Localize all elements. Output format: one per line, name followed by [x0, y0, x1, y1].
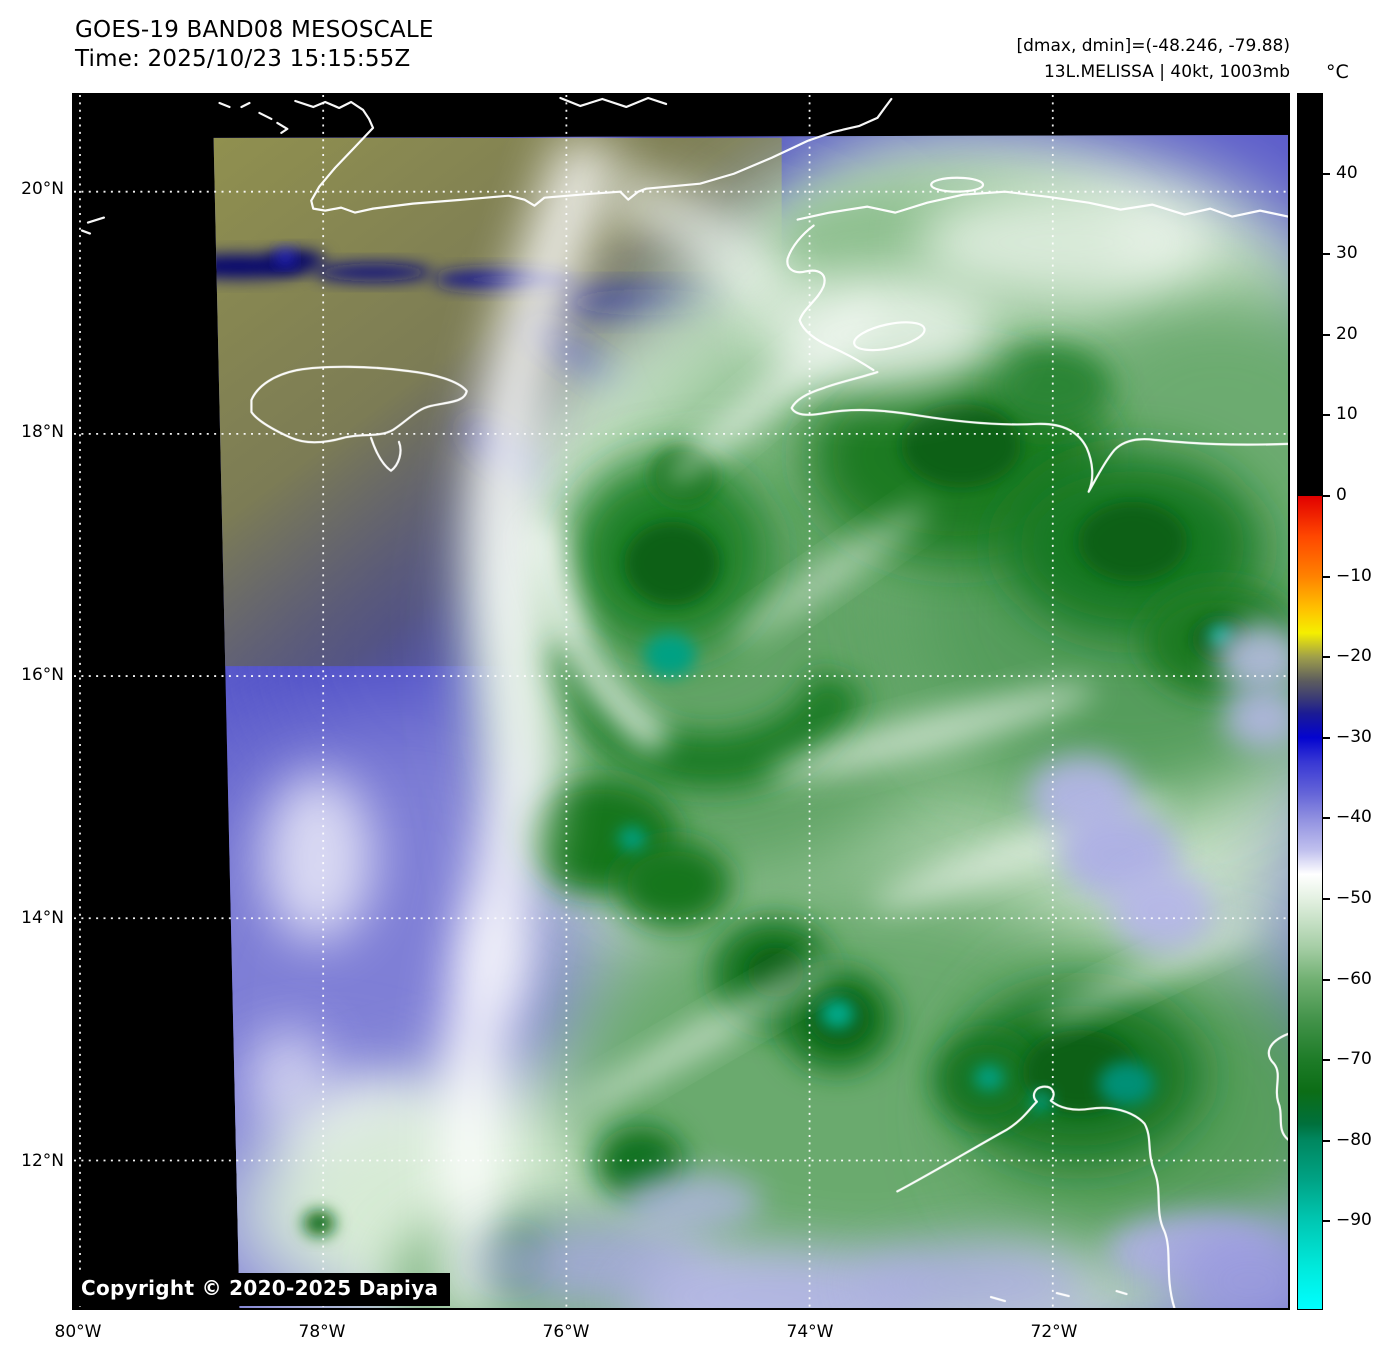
colorbar-tick-mark	[1323, 253, 1330, 256]
lat-axis-label: 12°N	[21, 1151, 64, 1171]
colorbar	[1297, 93, 1323, 1310]
lat-axis-label: 20°N	[21, 179, 64, 199]
lat-axis-label: 14°N	[21, 908, 64, 928]
colorbar-tick-label: −60	[1336, 968, 1372, 989]
title-line-1: GOES-19 BAND08 MESOSCALE	[75, 17, 434, 43]
colorbar-tick-label: −50	[1336, 887, 1372, 908]
header-info: [dmax, dmin]=(-48.246, -79.88) 13L.MELIS…	[1017, 34, 1291, 85]
colorbar-tick-label: −20	[1336, 646, 1372, 667]
lon-axis-label: 76°W	[542, 1322, 590, 1342]
lon-axis-label: 80°W	[54, 1322, 102, 1342]
coastline-layer	[80, 96, 1288, 1308]
copyright-badge: Copyright © 2020-2025 Dapiya	[74, 1273, 451, 1306]
colorbar-tick-label: −40	[1336, 807, 1372, 828]
colorbar-tick-mark	[1323, 1220, 1330, 1223]
colorbar-tick-label: 0	[1336, 484, 1347, 505]
colorbar-tick-mark	[1323, 897, 1330, 900]
page-title: GOES-19 BAND08 MESOSCALE Time: 2025/10/2…	[75, 16, 434, 75]
colorbar-tick-mark	[1323, 414, 1330, 417]
colorbar-tick-label: −70	[1336, 1049, 1372, 1070]
colorbar-tick-label: −80	[1336, 1129, 1372, 1150]
colorbar-tick-label: −10	[1336, 565, 1372, 586]
colorbar-tick-mark	[1323, 575, 1330, 578]
storm-info: 13L.MELISSA | 40kt, 1003mb	[1043, 61, 1290, 82]
lat-axis-label: 18°N	[21, 422, 64, 442]
dmax-dmin-info: [dmax, dmin]=(-48.246, -79.88)	[1016, 36, 1291, 56]
grid-layer	[74, 95, 1288, 1308]
satellite-image	[74, 95, 1288, 1308]
colorbar-tick-mark	[1323, 656, 1330, 659]
colorbar-tick-mark	[1323, 817, 1330, 820]
lon-axis-label: 78°W	[298, 1322, 346, 1342]
lon-axis-label: 74°W	[786, 1322, 834, 1342]
colorbar-tick-label: −30	[1336, 726, 1372, 747]
colorbar-tick-mark	[1323, 1059, 1330, 1062]
temperature-unit-label: °C	[1326, 61, 1349, 83]
colorbar-tick-label: 20	[1336, 323, 1358, 344]
lon-axis-label: 72°W	[1030, 1322, 1078, 1342]
lat-axis-label: 16°N	[21, 665, 64, 685]
title-line-2: Time: 2025/10/23 15:15:55Z	[75, 46, 411, 73]
colorbar-tick-label: −90	[1336, 1210, 1372, 1231]
colorbar-tick-mark	[1323, 736, 1330, 739]
colorbar-tick-label: 30	[1336, 243, 1358, 264]
colorbar-tick-label: 10	[1336, 404, 1358, 425]
colorbar-tick-mark	[1323, 1139, 1330, 1142]
colorbar-tick-mark	[1323, 172, 1330, 175]
map-frame: Copyright © 2020-2025 Dapiya	[72, 93, 1290, 1310]
colorbar-above-zero-segment	[1298, 94, 1322, 497]
colorbar-tick-label: 40	[1336, 162, 1358, 183]
colorbar-gradient-segment	[1298, 496, 1322, 1309]
colorbar-tick-mark	[1323, 333, 1330, 336]
imagery-layer	[213, 134, 1288, 1308]
colorbar-tick-mark	[1323, 494, 1330, 497]
colorbar-tick-mark	[1323, 978, 1330, 981]
